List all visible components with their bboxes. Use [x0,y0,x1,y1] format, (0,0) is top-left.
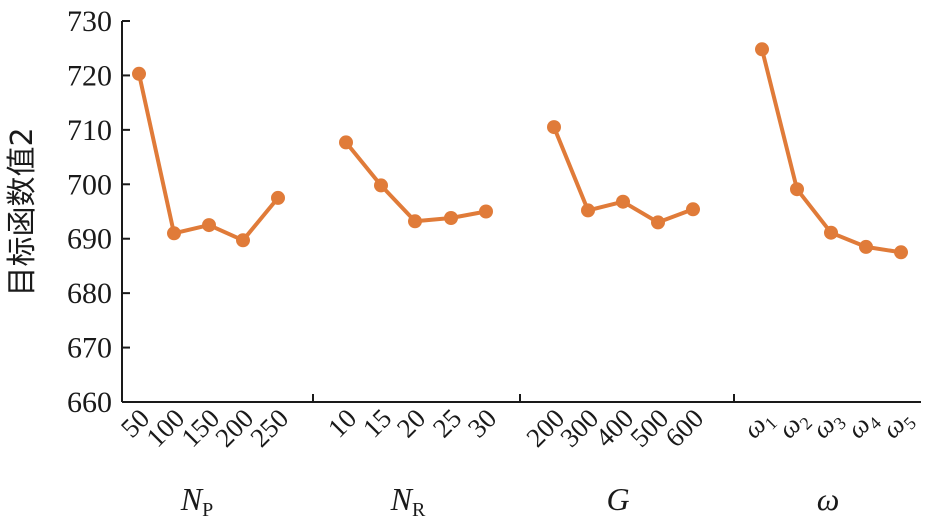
y-tick-label: 680 [67,277,112,310]
labels-layer: 50100150200250NP1015202530NR200300400500… [115,403,920,519]
x-tick-label: 250 [244,403,294,453]
y-tick-label: 720 [67,59,112,92]
series-line-3 [760,48,902,255]
y-tick-label: 700 [67,168,112,201]
x-tick-label: 10 [322,403,362,443]
x-tick-label: ω4 [841,403,885,447]
data-point [132,66,146,81]
y-tick-label: 690 [67,223,112,256]
group-label-main: N [390,481,414,517]
data-point [616,194,630,209]
series-line-1 [344,141,487,224]
data-point [824,225,838,240]
group-label-sub: P [202,499,213,519]
data-point [408,214,422,229]
group-label-main: ω [817,481,840,517]
x-tick-label: 25 [427,403,467,443]
group-label: NR [390,481,426,519]
data-point [859,239,873,254]
data-point [271,190,285,205]
data-point [547,120,561,135]
data-point [755,42,769,57]
x-tick-label: 20 [391,403,431,443]
x-tick-label: 600 [659,403,709,453]
group-label-main: N [180,481,204,517]
data-point [894,245,908,260]
data-point [444,211,458,225]
data-point [339,135,353,150]
series-layer [132,42,908,260]
group-label: NP [180,481,213,519]
data-point [581,203,595,218]
data-point [479,204,493,219]
y-tick-label: 670 [67,332,112,365]
data-point [374,178,388,193]
y-tick-label: 660 [67,386,112,419]
group-label-sub: R [412,499,426,519]
x-tick-label: 30 [462,403,502,443]
data-point [202,218,216,233]
y-tick-label: 730 [67,5,112,38]
group-label: G [606,481,629,517]
group-label: ω [817,481,840,517]
data-point [651,215,665,230]
x-axis [122,394,921,403]
y-axis-title: 目标函数值2 [5,127,40,296]
y-tick-label: 710 [67,114,112,147]
x-tick-label: ω5 [876,403,920,447]
series-line-0 [137,73,280,243]
group-label-main: G [606,481,629,517]
data-point [790,182,804,197]
y-axis: 660 670 680 690 700 710 720 730 目标函数值2 [5,5,130,419]
data-point [686,202,700,217]
data-point [236,233,250,248]
data-point [167,226,181,241]
